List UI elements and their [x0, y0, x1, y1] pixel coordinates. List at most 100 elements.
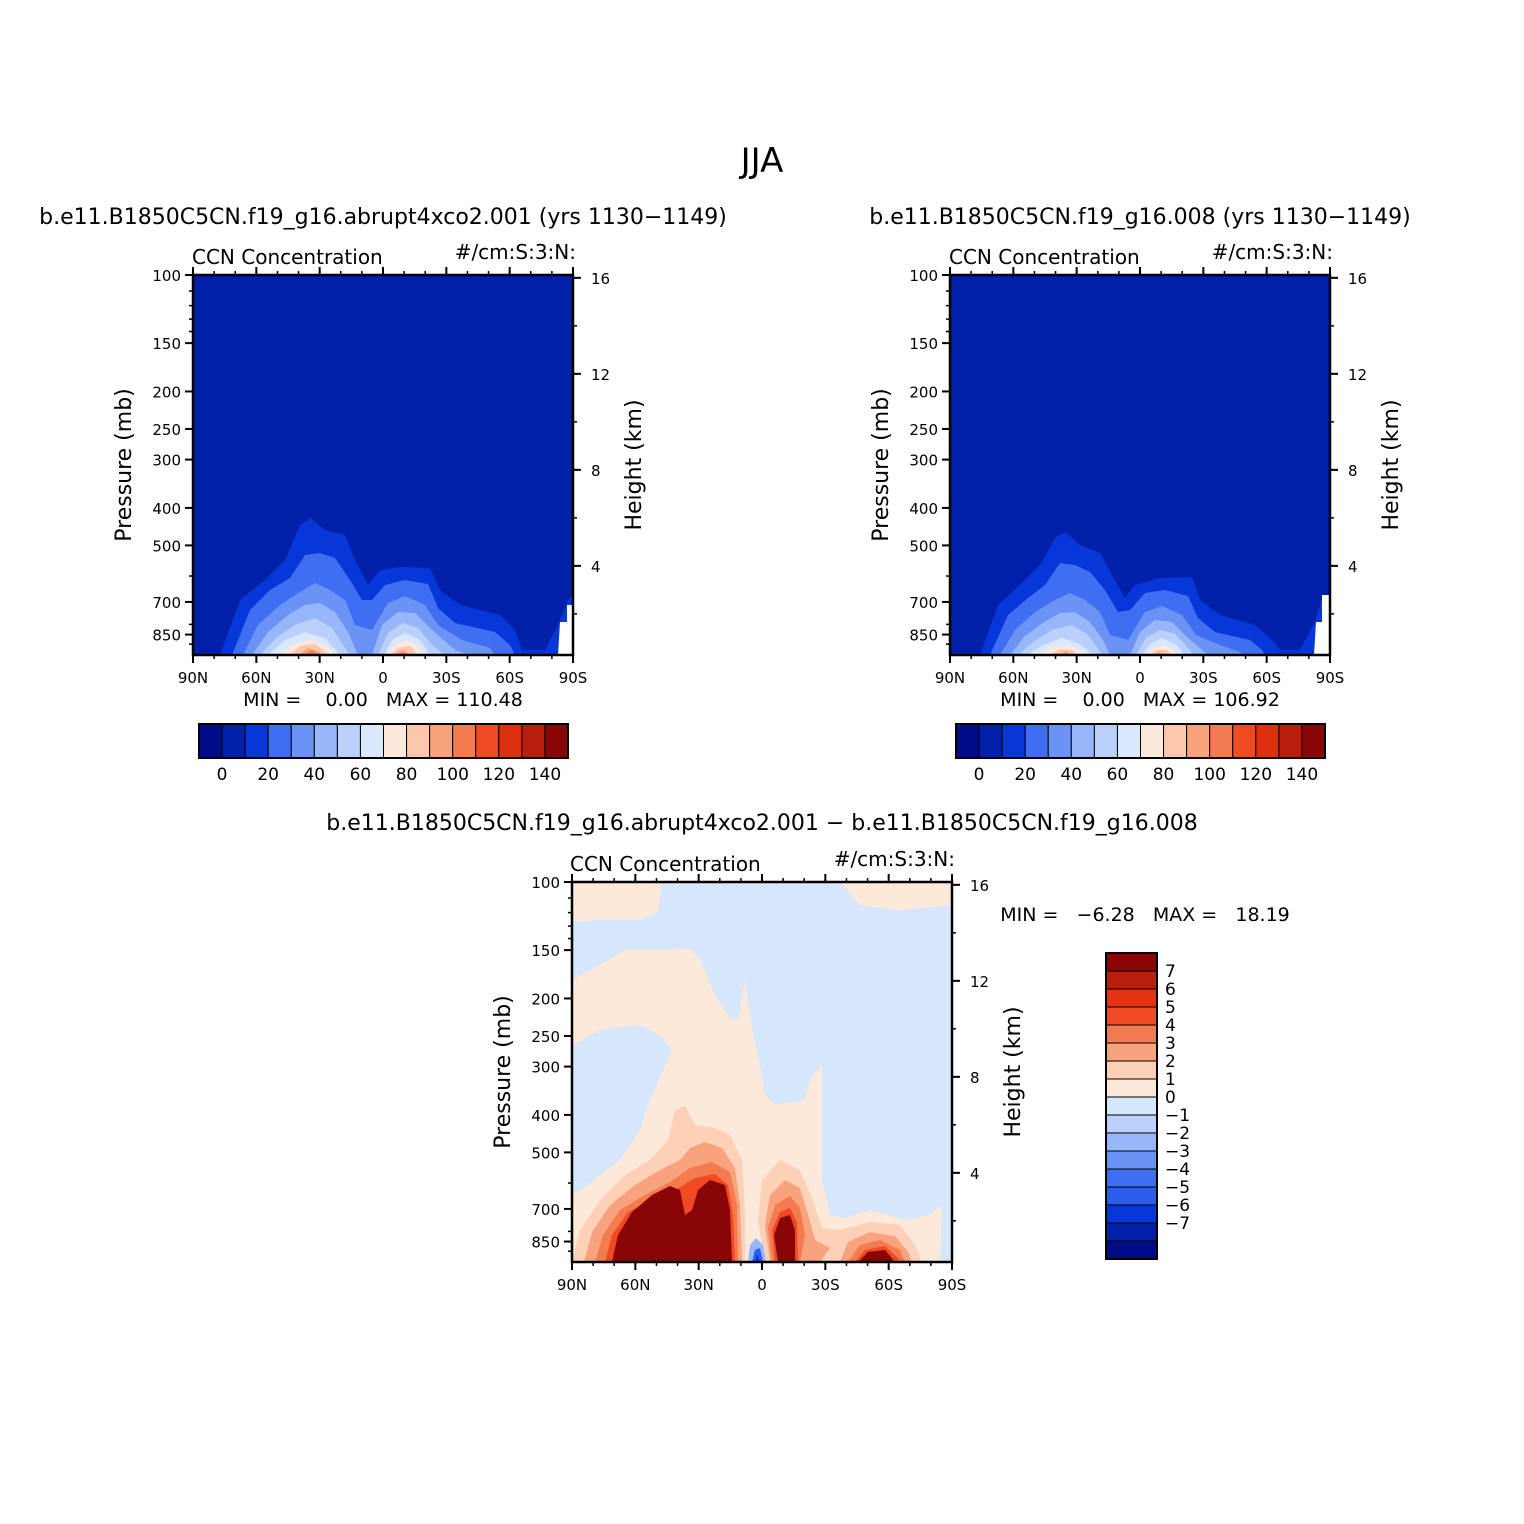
- missing-data-region: [558, 605, 573, 655]
- colorbar-swatch: [221, 723, 246, 759]
- colorbar-swatch: [1140, 723, 1165, 759]
- x-tick-label: 0: [378, 669, 388, 687]
- y2-axis-label: Height (km): [1001, 1006, 1026, 1137]
- colorbar-label: 40: [303, 765, 325, 785]
- y-axis-label: Pressure (mb): [112, 388, 137, 542]
- x-tick-label: 60S: [495, 669, 524, 687]
- variable-label: CCN Concentration: [192, 245, 383, 269]
- colorbar-label: 0: [217, 765, 228, 785]
- x-tick-label: 30S: [432, 669, 461, 687]
- colorbar-swatch: [1105, 1096, 1158, 1116]
- y-tick-label: 300: [152, 452, 181, 470]
- x-tick-label: 60N: [998, 669, 1028, 687]
- variable-label: CCN Concentration: [570, 852, 761, 876]
- y2-tick-label: 8: [1348, 462, 1358, 480]
- contour-field: [950, 275, 1330, 655]
- x-tick-label: 90N: [557, 1276, 587, 1294]
- colorbar-label: −1: [1165, 1106, 1190, 1126]
- y2-tick-label: 8: [970, 1069, 980, 1087]
- colorbar-swatch: [1116, 723, 1141, 759]
- missing-data-region: [1314, 595, 1330, 655]
- colorbar-swatch: [1047, 723, 1072, 759]
- panel-title: b.e11.B1850C5CN.f19_g16.abrupt4xco2.001 …: [39, 205, 727, 230]
- min-max-label: MIN = −6.28 MAX = 18.19: [1000, 904, 1290, 926]
- panel-left: b.e11.B1850C5CN.f19_g16.abrupt4xco2.001 …: [39, 205, 727, 785]
- y-tick-label: 250: [531, 1028, 560, 1046]
- colorbar-label: 80: [1153, 765, 1175, 785]
- colorbar-swatch: [978, 723, 1003, 759]
- y2-tick-label: 4: [591, 558, 601, 576]
- colorbar-swatch: [1105, 1240, 1158, 1260]
- min-max-label: MIN = 0.00 MAX = 106.92: [1000, 689, 1280, 711]
- colorbar-frame: [955, 723, 1326, 759]
- colorbar-swatch: [1105, 1204, 1158, 1224]
- x-tick-label: 60S: [1252, 669, 1281, 687]
- x-tick-label: 30S: [811, 1276, 840, 1294]
- variable-label: CCN Concentration: [949, 245, 1140, 269]
- colorbar-label: 2: [1165, 1052, 1176, 1072]
- colorbar-swatch: [1105, 1042, 1158, 1062]
- colorbar-label: 140: [529, 765, 561, 785]
- colorbar-frame: [1105, 952, 1158, 1260]
- y2-tick-label: 16: [1348, 270, 1367, 288]
- x-tick-label: 30N: [684, 1276, 714, 1294]
- colorbar-label: 7: [1165, 962, 1176, 982]
- panel-right: b.e11.B1850C5CN.f19_g16.008 (yrs 1130−11…: [869, 205, 1411, 785]
- colorbar-label: 0: [974, 765, 985, 785]
- colorbar-swatch: [1186, 723, 1211, 759]
- y-tick-label: 850: [909, 627, 938, 645]
- colorbar-swatch: [1105, 1150, 1158, 1170]
- y-tick-label: 500: [909, 537, 938, 555]
- x-tick-label: 60N: [241, 669, 271, 687]
- colorbar-swatch: [1001, 723, 1026, 759]
- axes: 100 150 200 250 300 400 500 700 850 90N 60N 30N 0 30S…: [869, 267, 1404, 687]
- colorbar-label: 120: [1240, 765, 1272, 785]
- colorbar-swatch: [1105, 1222, 1158, 1242]
- y-axis-label: Pressure (mb): [869, 388, 894, 542]
- colorbar-label: −4: [1165, 1160, 1190, 1180]
- colorbar-swatch: [1105, 1186, 1158, 1206]
- y-tick-label: 100: [531, 874, 560, 892]
- colorbar-label: −5: [1165, 1178, 1190, 1198]
- colorbar-swatch: [336, 723, 361, 759]
- colorbar-swatch: [290, 723, 315, 759]
- colorbar-label: 140: [1286, 765, 1318, 785]
- y-tick-label: 100: [909, 267, 938, 285]
- colorbar-swatch: [359, 723, 384, 759]
- y2-tick-label: 16: [591, 270, 610, 288]
- colorbar-label: 80: [396, 765, 418, 785]
- colorbar-swatch: [1105, 1078, 1158, 1098]
- y2-axis-label: Height (km): [1379, 399, 1404, 530]
- y-tick-label: 700: [909, 594, 938, 612]
- colorbar-label: 20: [1014, 765, 1036, 785]
- contour-band: [290, 644, 418, 655]
- colorbar-label: −2: [1165, 1124, 1190, 1144]
- y-tick-label: 400: [909, 500, 938, 518]
- colorbar-swatch: [1209, 723, 1234, 759]
- axes: 100 150 200 250 300 400 500 700 850 90N 60N 30N 0 30S…: [491, 874, 1026, 1294]
- y2-axis-label: Height (km): [622, 399, 647, 530]
- colorbar-swatch: [1105, 1168, 1158, 1188]
- colorbar-label: −6: [1165, 1196, 1190, 1216]
- colorbar-frame: [198, 723, 569, 759]
- y-tick-label: 150: [531, 942, 560, 960]
- y2-tick-label: 8: [591, 462, 601, 480]
- y-tick-label: 200: [909, 383, 938, 401]
- units-label: #/cm:S:3:N:: [834, 847, 955, 871]
- panel-title: b.e11.B1850C5CN.f19_g16.008 (yrs 1130−11…: [869, 205, 1411, 230]
- page-title: JJA: [739, 141, 784, 181]
- y2-tick-label: 4: [970, 1165, 980, 1183]
- x-tick-label: 60S: [874, 1276, 903, 1294]
- colorbar-label: 100: [436, 765, 468, 785]
- colorbar-swatch: [429, 723, 454, 759]
- colorbar-label: 1: [1165, 1070, 1176, 1090]
- y-tick-label: 850: [531, 1234, 560, 1252]
- colorbar-swatch: [1105, 1006, 1158, 1026]
- colorbar-swatch: [1105, 1060, 1158, 1080]
- colorbar-swatch: [1105, 952, 1158, 972]
- colorbar-label: 3: [1165, 1034, 1176, 1054]
- colorbar-swatch: [1105, 988, 1158, 1008]
- y2-tick-label: 16: [970, 877, 989, 895]
